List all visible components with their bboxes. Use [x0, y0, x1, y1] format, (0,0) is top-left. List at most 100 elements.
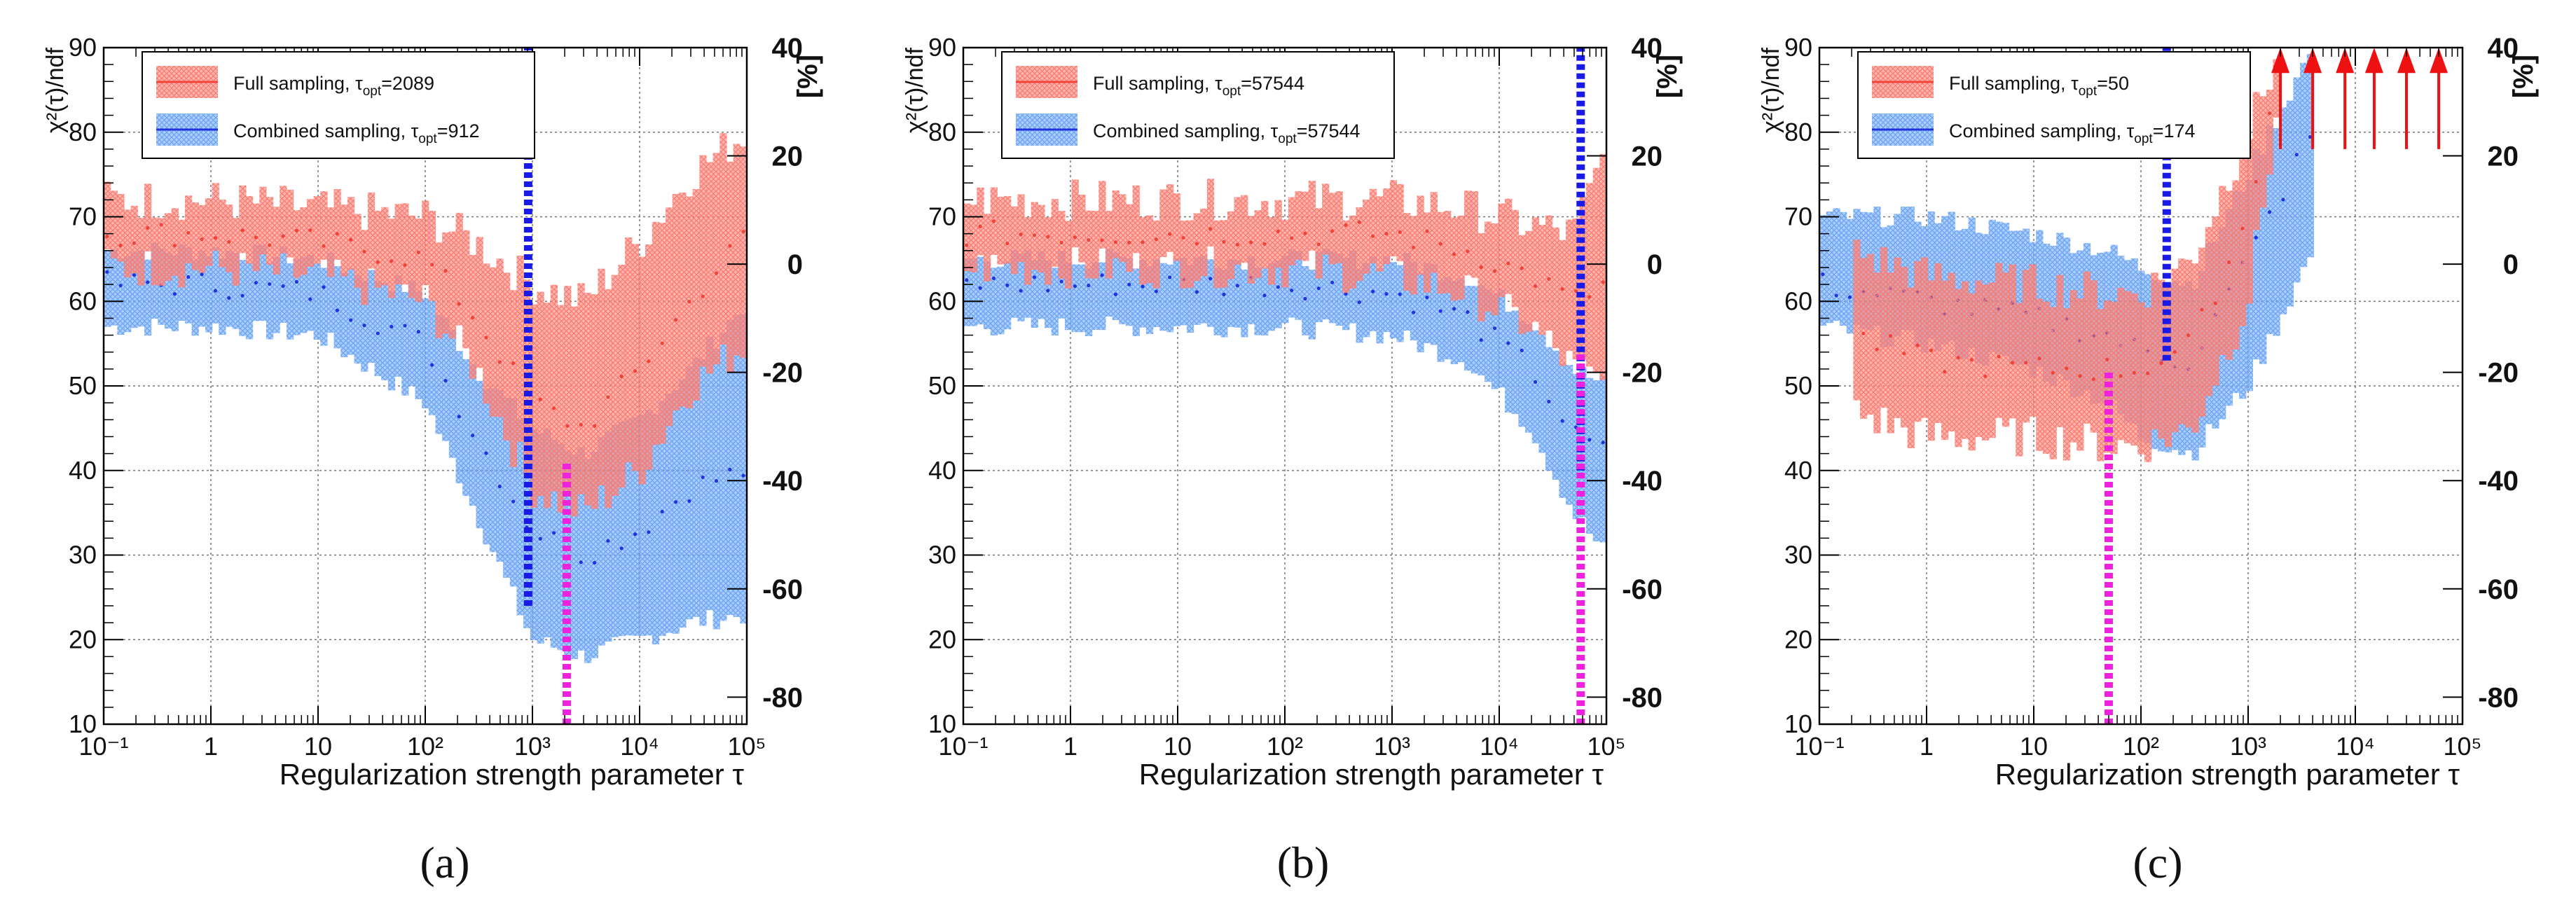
- band-bin-full: [259, 186, 267, 255]
- band-bin-full: [1091, 211, 1099, 279]
- y-right-tick-label: -60: [1622, 574, 1662, 605]
- data-point-combined: [1113, 292, 1118, 296]
- band-bin-combined: [1410, 261, 1418, 341]
- band-bin-full: [1485, 221, 1492, 312]
- band-bin-full: [225, 205, 233, 272]
- data-point-full: [552, 406, 556, 410]
- data-point-full: [579, 422, 583, 427]
- band-bin-full: [1261, 200, 1269, 269]
- band-bin-full: [1003, 195, 1012, 264]
- data-point-full: [1929, 348, 1934, 352]
- band-bin-combined: [1430, 264, 1438, 345]
- data-point-combined: [1834, 293, 1838, 298]
- y-right-axis-title: [%]: [1652, 55, 1683, 98]
- band-bin-full: [2130, 293, 2138, 446]
- band-bin-combined: [1010, 250, 1018, 318]
- data-point-combined: [335, 308, 339, 312]
- data-point-full: [118, 244, 123, 248]
- band-bin-full: [2198, 247, 2206, 417]
- data-point-full: [1303, 231, 1307, 235]
- band-bin-full: [1302, 191, 1309, 261]
- band-bin-combined: [1927, 211, 1935, 339]
- band-bin-full: [442, 232, 450, 334]
- band-bin-full: [232, 218, 240, 286]
- band-bin-combined: [2293, 77, 2301, 283]
- band-bin-full: [2225, 191, 2233, 360]
- band-bin-combined: [320, 268, 328, 346]
- band-bin-combined: [1525, 324, 1533, 433]
- band-bin-combined: [144, 259, 152, 336]
- data-point-combined: [200, 272, 204, 277]
- band-bin-full: [1880, 247, 1888, 408]
- band-bin-combined: [692, 357, 700, 617]
- band-bin-full: [1010, 206, 1018, 275]
- band-bin-full: [2036, 298, 2044, 451]
- band-bin-full: [483, 263, 490, 404]
- band-bin-combined: [1003, 261, 1012, 330]
- x-tick-label: 10⁴: [2336, 732, 2375, 761]
- band-bin-combined: [1907, 206, 1915, 331]
- band-bin-combined: [1873, 207, 1881, 326]
- band-bin-full: [1152, 220, 1160, 289]
- series-full: [965, 219, 1605, 299]
- data-point-full: [687, 300, 691, 304]
- data-point-combined: [1141, 284, 1145, 289]
- band-bin-full: [422, 200, 429, 286]
- band-bin-full: [2137, 302, 2145, 455]
- data-point-full: [1194, 242, 1199, 246]
- band-bin-combined: [1200, 256, 1208, 324]
- data-point-full: [213, 236, 218, 240]
- data-point-combined: [1533, 380, 1538, 384]
- band-bin-combined: [198, 250, 206, 327]
- panel-label-a: (a): [420, 838, 470, 887]
- data-point-full: [2172, 349, 2177, 354]
- band-bin-combined: [1592, 380, 1600, 541]
- data-point-combined: [268, 282, 272, 286]
- data-point-combined: [132, 273, 137, 277]
- band-bin-combined: [2306, 54, 2315, 258]
- band-bin-full: [1024, 217, 1032, 285]
- legend-label-combined: Combined sampling, τopt=912: [233, 120, 480, 146]
- band-bin-combined: [666, 394, 673, 633]
- data-point-full: [2227, 260, 2231, 265]
- band-bin-full: [1907, 287, 1915, 449]
- band-bin-combined: [1125, 258, 1134, 326]
- band-bin-combined: [1819, 215, 1827, 326]
- band-bin-full: [631, 244, 639, 471]
- y-tick-label: 10: [1784, 709, 1812, 738]
- band-bin-full: [117, 193, 125, 262]
- band-bin-combined: [1322, 248, 1330, 320]
- data-point-combined: [294, 279, 298, 284]
- data-point-full: [741, 230, 745, 234]
- band-bin-full: [2232, 180, 2240, 349]
- band-bin-full: [2273, 59, 2280, 118]
- band-bin-full: [354, 214, 361, 288]
- band-bin-combined: [219, 258, 226, 335]
- band-bin-combined: [1424, 263, 1431, 343]
- band-bin-combined: [1417, 272, 1424, 352]
- y-right-tick-label: -80: [762, 682, 803, 713]
- y-right-tick-label: -20: [2478, 358, 2519, 389]
- band-bin-combined: [1518, 320, 1526, 427]
- band-bin-full: [273, 207, 280, 275]
- band-bin-full: [306, 199, 315, 267]
- band-bin-combined: [1485, 289, 1492, 382]
- data-point-combined: [552, 531, 556, 535]
- y-right-axis-title: [%]: [792, 55, 823, 98]
- data-point-full: [1492, 269, 1497, 273]
- data-point-full: [2213, 301, 2217, 305]
- band-bin-full: [374, 210, 382, 288]
- band-bin-full: [178, 219, 186, 288]
- band-bin-full: [1132, 185, 1140, 254]
- data-point-full: [172, 244, 177, 248]
- band-bin-full: [1166, 184, 1174, 252]
- y-right-tick-label: 40: [772, 33, 804, 64]
- band-bin-full: [2042, 301, 2051, 455]
- band-bin-full: [367, 192, 376, 269]
- band-bin-combined: [1031, 260, 1038, 328]
- band-bin-combined: [448, 330, 457, 458]
- data-point-combined: [1520, 348, 1524, 352]
- data-point-full: [159, 223, 163, 227]
- data-point-combined: [1290, 289, 1294, 293]
